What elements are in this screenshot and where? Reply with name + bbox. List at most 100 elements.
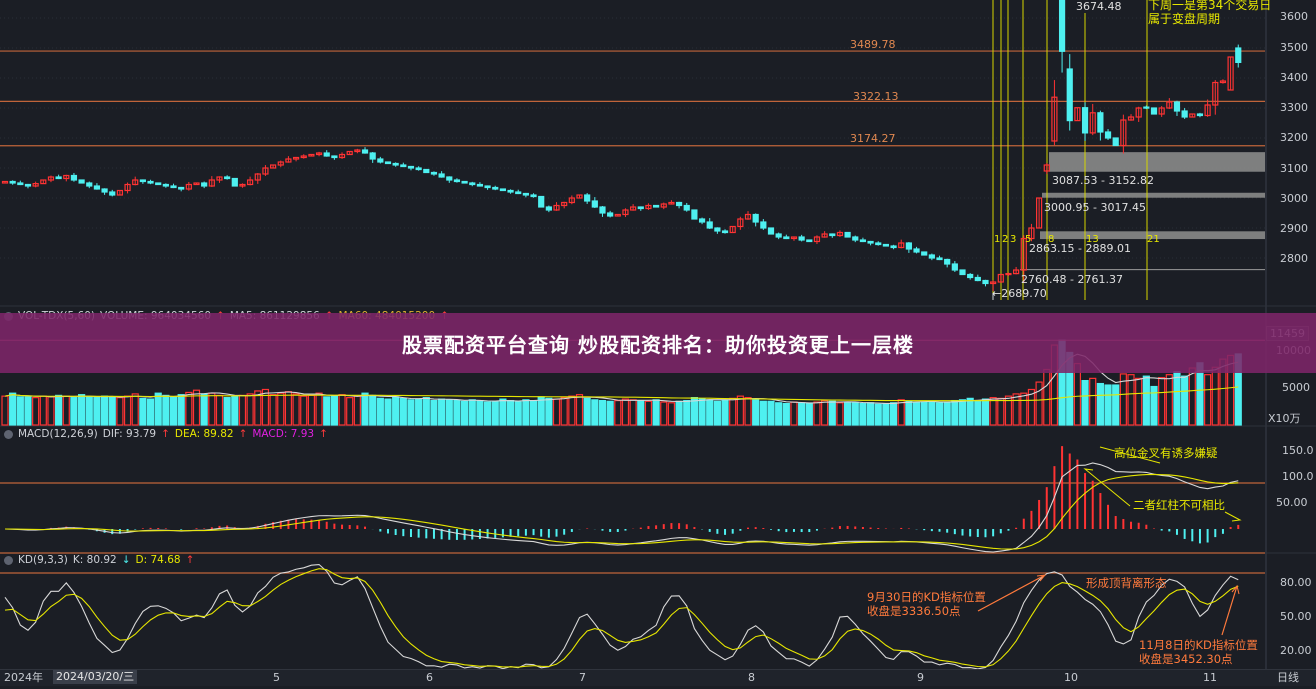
volume-bar xyxy=(882,402,890,426)
fib-label: 13 xyxy=(1086,234,1099,245)
candle xyxy=(78,179,85,184)
candle xyxy=(193,182,200,186)
volume-bar xyxy=(652,399,660,426)
fib-label: 5 xyxy=(1025,234,1032,245)
candle xyxy=(951,263,958,271)
kd-d-line xyxy=(4,568,1239,668)
candle xyxy=(706,221,713,229)
volume-bar xyxy=(453,399,461,426)
candle xyxy=(262,167,269,175)
volume-bar xyxy=(62,395,70,426)
volume-bar xyxy=(966,397,974,426)
kd-note-arrow xyxy=(977,574,1046,612)
volume-bar xyxy=(905,400,913,426)
volume-bar xyxy=(790,401,798,426)
candle xyxy=(1035,197,1043,229)
volume-bar xyxy=(1188,367,1196,426)
month-label: 10 xyxy=(1064,671,1078,684)
volume-bar xyxy=(637,399,645,426)
candle xyxy=(361,149,369,154)
kd-note: 形成顶背离形态 xyxy=(1086,576,1167,590)
candle xyxy=(1013,269,1020,275)
candle xyxy=(1074,107,1081,122)
volume-bar xyxy=(330,395,338,426)
volume-bar xyxy=(1035,381,1043,426)
volume-bar xyxy=(215,394,224,426)
candle xyxy=(1112,137,1119,147)
volume-bar xyxy=(154,392,162,426)
volume-bar xyxy=(821,399,829,426)
candle xyxy=(1043,164,1050,172)
candle xyxy=(469,182,476,186)
volume-bar xyxy=(39,395,47,426)
volume-bar xyxy=(16,396,24,426)
volume-bar xyxy=(1211,366,1219,426)
volume-bar xyxy=(813,401,821,426)
kd-note-arrow xyxy=(1036,574,1047,582)
price-tick: 3500 xyxy=(1280,41,1308,54)
candle xyxy=(607,212,614,217)
candle xyxy=(1120,119,1127,147)
volume-bar xyxy=(614,399,622,426)
kd-note-arrow xyxy=(1221,585,1238,636)
volume-bar xyxy=(698,398,706,426)
macd-note-arrow xyxy=(1224,511,1242,522)
kd-d: D: 74.68 xyxy=(135,554,181,566)
volume-bar xyxy=(445,399,453,426)
cycle-note: 下周一是第34个交易日 xyxy=(1148,0,1272,12)
candle xyxy=(24,183,32,187)
candle xyxy=(93,185,101,190)
month-label: 7 xyxy=(579,671,586,684)
candle xyxy=(591,200,598,208)
volume-bar xyxy=(1158,377,1166,426)
volume-bar xyxy=(644,400,653,426)
period-selector[interactable]: 日线 xyxy=(1277,671,1299,684)
candle xyxy=(538,195,545,208)
candle xyxy=(1005,273,1012,276)
candle xyxy=(101,188,108,193)
candle xyxy=(162,183,169,187)
candle xyxy=(116,189,124,196)
volume-unit: X10万 xyxy=(1268,412,1301,425)
zone-label: 3087.53 - 3152.82 xyxy=(1052,174,1154,187)
volume-bar xyxy=(1142,375,1150,426)
macd-note-arrow xyxy=(1099,446,1161,464)
volume-bar xyxy=(660,401,668,426)
volume-bar xyxy=(277,392,285,426)
volume-bar xyxy=(1,395,9,426)
volume-bar xyxy=(338,394,346,426)
macd-tick: 150.0 xyxy=(1282,444,1314,457)
volume-bar xyxy=(399,397,407,426)
volume-bar xyxy=(361,392,369,426)
kd-note-arrow xyxy=(1231,584,1240,595)
collapse-icon[interactable] xyxy=(4,555,13,565)
candle xyxy=(338,153,346,159)
month-label: 11 xyxy=(1203,671,1217,684)
volume-bar xyxy=(522,399,530,426)
volume-bar xyxy=(200,393,208,426)
collapse-icon[interactable] xyxy=(4,429,13,439)
candle xyxy=(1204,104,1211,117)
volume-bar xyxy=(545,397,553,426)
candle xyxy=(109,191,116,196)
kd-note: 收盘是3452.30点 xyxy=(1139,652,1233,666)
price-tick: 3100 xyxy=(1280,162,1308,175)
month-label: 5 xyxy=(273,671,280,684)
candle xyxy=(882,243,890,247)
candle xyxy=(201,182,208,187)
candle xyxy=(1158,107,1165,115)
volume-bar xyxy=(744,397,752,426)
volume-bar xyxy=(866,402,875,426)
candle xyxy=(836,231,844,237)
volume-bar xyxy=(974,399,982,426)
kd-header: KD(9,3,3) K: 80.92 ↓ D: 74.68 ↑ xyxy=(4,554,194,566)
candle xyxy=(499,188,506,192)
volume-bar xyxy=(828,400,836,426)
candle xyxy=(913,248,920,253)
volume-bar xyxy=(346,397,354,426)
volume-bar xyxy=(323,396,331,426)
candle xyxy=(1166,101,1173,109)
candle xyxy=(714,227,721,232)
volume-bar xyxy=(851,402,859,426)
